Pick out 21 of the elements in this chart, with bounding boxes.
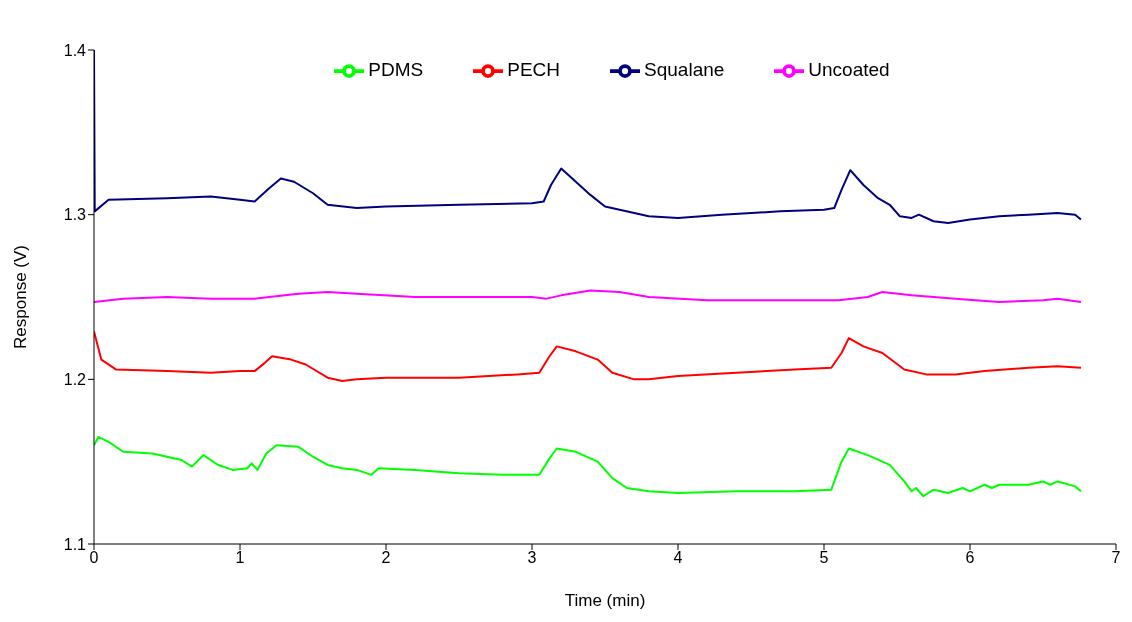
legend-label: Uncoated	[808, 59, 890, 81]
y-axis-title: Response (V)	[11, 245, 31, 349]
x-tick-label: 3	[527, 549, 537, 567]
x-tick-label: 2	[381, 549, 391, 567]
y-tick-label: 1.1	[63, 535, 87, 553]
x-tick-label: 0	[89, 549, 99, 567]
x-tick-label: 1	[235, 549, 245, 567]
x-tick-label: 4	[673, 549, 683, 567]
y-tick-label: 1.4	[63, 41, 87, 59]
legend-label: PECH	[507, 59, 561, 81]
x-tick-label: 5	[819, 549, 829, 567]
x-axis-title: Time (min)	[564, 591, 646, 610]
y-tick-label: 1.3	[63, 206, 87, 224]
line-series	[94, 330, 1082, 382]
x-tick-label: 7	[1111, 549, 1121, 567]
legend-label: PDMS	[368, 59, 424, 81]
legend-label: Squalane	[644, 59, 725, 81]
y-tick-label: 1.2	[63, 371, 87, 389]
x-tick-label: 6	[965, 549, 975, 567]
line-series	[94, 435, 1082, 498]
line-series	[94, 289, 1082, 303]
